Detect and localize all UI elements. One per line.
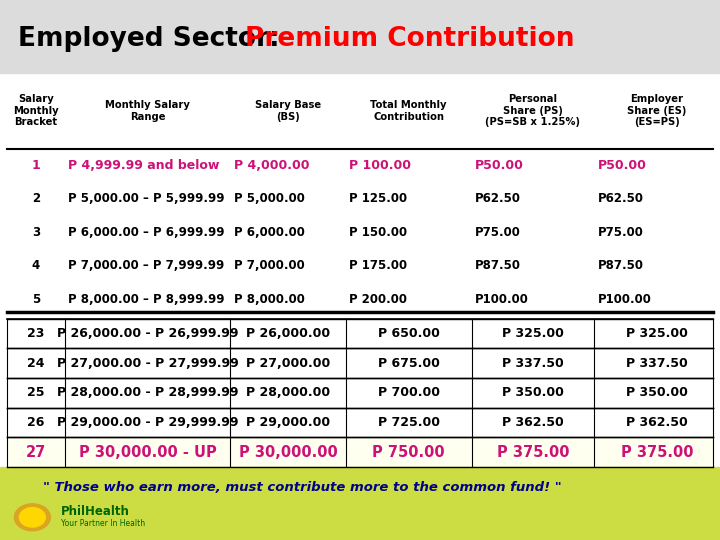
Text: P 325.00: P 325.00 xyxy=(626,327,688,340)
Text: 5: 5 xyxy=(32,293,40,306)
Text: 2: 2 xyxy=(32,192,40,205)
Text: P 4,999.99 and below: P 4,999.99 and below xyxy=(68,159,220,172)
Text: P 8,000.00: P 8,000.00 xyxy=(234,293,305,306)
Text: P 7,000.00: P 7,000.00 xyxy=(234,259,305,272)
Text: P 700.00: P 700.00 xyxy=(377,386,440,400)
Text: PhilHealth: PhilHealth xyxy=(61,505,130,518)
Text: P100.00: P100.00 xyxy=(598,293,652,306)
Text: 1: 1 xyxy=(32,159,40,172)
Text: Salary Base
(BS): Salary Base (BS) xyxy=(255,100,321,122)
Text: P 6,000.00: P 6,000.00 xyxy=(234,226,305,239)
Text: P 750.00: P 750.00 xyxy=(372,445,445,460)
Text: P 650.00: P 650.00 xyxy=(378,327,439,340)
Text: Premium Contribution: Premium Contribution xyxy=(245,26,575,52)
Text: P 8,000.00 – P 8,999.99: P 8,000.00 – P 8,999.99 xyxy=(68,293,225,306)
Text: " Those who earn more, must contribute more to the common fund! ": " Those who earn more, must contribute m… xyxy=(43,481,562,494)
Text: P50.00: P50.00 xyxy=(598,159,647,172)
Text: P 27,000.00: P 27,000.00 xyxy=(246,356,330,370)
Text: P 350.00: P 350.00 xyxy=(502,386,564,400)
Text: P 5,000.00: P 5,000.00 xyxy=(234,192,305,205)
Text: P 29,000.00 - P 29,999.99: P 29,000.00 - P 29,999.99 xyxy=(57,416,238,429)
Text: P87.50: P87.50 xyxy=(598,259,644,272)
Text: P50.00: P50.00 xyxy=(475,159,524,172)
Text: P 27,000.00 - P 27,999.99: P 27,000.00 - P 27,999.99 xyxy=(57,356,238,370)
Text: Employed Sector:: Employed Sector: xyxy=(18,26,289,52)
Text: Salary
Monthly
Bracket: Salary Monthly Bracket xyxy=(13,94,59,127)
Text: 26: 26 xyxy=(27,416,45,429)
Text: Your Partner In Health: Your Partner In Health xyxy=(61,519,145,528)
Circle shape xyxy=(19,508,45,527)
Text: P 675.00: P 675.00 xyxy=(378,356,439,370)
Bar xyxy=(7,437,713,467)
Text: P 362.50: P 362.50 xyxy=(502,416,564,429)
Bar xyxy=(7,319,713,467)
Text: 4: 4 xyxy=(32,259,40,272)
Text: P 7,000.00 – P 7,999.99: P 7,000.00 – P 7,999.99 xyxy=(68,259,225,272)
Text: P 26,000.00 - P 26,999.99: P 26,000.00 - P 26,999.99 xyxy=(57,327,238,340)
Text: P 28,000.00 - P 28,999.99: P 28,000.00 - P 28,999.99 xyxy=(57,386,238,400)
Text: P62.50: P62.50 xyxy=(598,192,644,205)
Text: P 30,000.00 - UP: P 30,000.00 - UP xyxy=(78,445,217,460)
Text: 25: 25 xyxy=(27,386,45,400)
Text: P 375.00: P 375.00 xyxy=(497,445,569,460)
Text: P 29,000.00: P 29,000.00 xyxy=(246,416,330,429)
Text: P100.00: P100.00 xyxy=(475,293,529,306)
Text: 27: 27 xyxy=(26,445,46,460)
Bar xyxy=(0,0,720,73)
Text: P 200.00: P 200.00 xyxy=(349,293,408,306)
Text: P 350.00: P 350.00 xyxy=(626,386,688,400)
Text: Personal
Share (PS)
(PS=SB x 1.25%): Personal Share (PS) (PS=SB x 1.25%) xyxy=(485,94,580,127)
Text: Employer
Share (ES)
(ES=PS): Employer Share (ES) (ES=PS) xyxy=(627,94,687,127)
Text: P 30,000.00: P 30,000.00 xyxy=(238,445,338,460)
Text: P 325.00: P 325.00 xyxy=(502,327,564,340)
Bar xyxy=(0,467,720,540)
Text: P 4,000.00: P 4,000.00 xyxy=(234,159,310,172)
Text: 24: 24 xyxy=(27,356,45,370)
Text: P 725.00: P 725.00 xyxy=(377,416,440,429)
Text: P 28,000.00: P 28,000.00 xyxy=(246,386,330,400)
Text: Total Monthly
Contribution: Total Monthly Contribution xyxy=(370,100,447,122)
Circle shape xyxy=(14,504,50,531)
Text: P 5,000.00 – P 5,999.99: P 5,000.00 – P 5,999.99 xyxy=(68,192,225,205)
Text: P 26,000.00: P 26,000.00 xyxy=(246,327,330,340)
Text: P 150.00: P 150.00 xyxy=(349,226,408,239)
Text: P 337.50: P 337.50 xyxy=(502,356,564,370)
Text: P 175.00: P 175.00 xyxy=(349,259,408,272)
Text: P 100.00: P 100.00 xyxy=(349,159,411,172)
Text: 23: 23 xyxy=(27,327,45,340)
Text: 3: 3 xyxy=(32,226,40,239)
Text: P87.50: P87.50 xyxy=(475,259,521,272)
Text: P75.00: P75.00 xyxy=(598,226,644,239)
Text: P 337.50: P 337.50 xyxy=(626,356,688,370)
Text: P 6,000.00 – P 6,999.99: P 6,000.00 – P 6,999.99 xyxy=(68,226,225,239)
Text: P75.00: P75.00 xyxy=(475,226,521,239)
Text: P 375.00: P 375.00 xyxy=(621,445,693,460)
Text: P 125.00: P 125.00 xyxy=(349,192,408,205)
Text: P62.50: P62.50 xyxy=(475,192,521,205)
Text: P 362.50: P 362.50 xyxy=(626,416,688,429)
Text: Monthly Salary
Range: Monthly Salary Range xyxy=(105,100,190,122)
